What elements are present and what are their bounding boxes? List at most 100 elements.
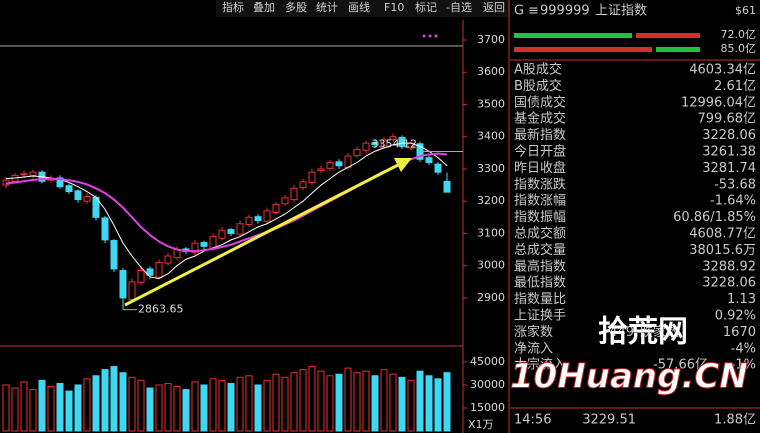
stat-label: 最高指数 [514, 258, 566, 274]
toolbar-button[interactable]: 叠加 [253, 1, 275, 14]
low-label: 2863.65 [138, 303, 184, 316]
candle-body [200, 241, 208, 247]
candle-body [326, 162, 334, 169]
candle-body [443, 180, 451, 193]
stat-label: B股成交 [514, 78, 562, 94]
volume-bar [425, 375, 433, 432]
candle-body [398, 136, 406, 147]
header-code: 999999 [540, 4, 590, 19]
price-label: 3354.12 [372, 138, 418, 151]
plot [2, 133, 451, 432]
header-tag: $61 [735, 4, 756, 17]
volume-bar [299, 369, 307, 432]
volume-bar [308, 366, 316, 432]
candle-body [299, 181, 307, 189]
stat-value: 2.61亿 [714, 79, 756, 94]
stat-label: 指数量比 [514, 292, 566, 307]
volume-bar [362, 370, 370, 432]
candle-body [101, 217, 109, 241]
volume-bar [407, 379, 415, 432]
volume-bar [209, 378, 217, 432]
toolbar-button[interactable]: 指标 [222, 0, 244, 14]
y-tick-label: 2900 [477, 291, 505, 304]
candle-body [65, 185, 73, 193]
toolbar-button[interactable]: -自选 [446, 1, 472, 14]
candle-body [83, 195, 91, 202]
flow-bar [636, 33, 700, 38]
volume-bar [83, 378, 91, 432]
stat-value: 4608.77亿 [689, 227, 756, 242]
y-tick-label: 30000 [470, 378, 505, 391]
candle-body [20, 173, 28, 176]
volume-bar [416, 370, 424, 432]
candle-body [74, 190, 82, 201]
volume-bar [128, 376, 136, 432]
tick-row-cell: 1.88亿 [714, 413, 756, 428]
y-tick-label: 45000 [470, 355, 505, 368]
flow-label: 85.0亿 [721, 42, 757, 55]
candle-body [290, 187, 298, 201]
volume-bar [353, 372, 361, 432]
stat-value: 12996.04亿 [681, 95, 756, 110]
y-tick-label: 3300 [477, 162, 505, 175]
tick-row-cell: 3229.51 [582, 413, 636, 428]
candle-body [281, 197, 289, 205]
stat-label: 指数涨幅 [514, 194, 566, 209]
toolbar-button[interactable]: 统计 [316, 1, 338, 14]
stat-label: 大宗流入 [514, 357, 566, 373]
stat-label: 最低指数 [514, 276, 566, 291]
candle-body [380, 139, 388, 147]
y-tick-label: 3600 [477, 65, 505, 78]
y-tick-label: 15000 [470, 401, 505, 414]
stat-value: -1.64% [710, 194, 756, 209]
toolbar-button[interactable]: 多股 [285, 0, 307, 14]
axis-unit: X1万 [468, 418, 494, 431]
tick-row-cell: 14:56 [514, 413, 551, 428]
stat-label: 昨日收盘 [514, 160, 566, 176]
volume-bar [344, 367, 352, 432]
volume-bar [182, 389, 190, 432]
stat-label: 总成交量 [514, 242, 566, 258]
stat-label: 总成交额 [514, 226, 566, 242]
y-tick-label: 3100 [477, 226, 505, 239]
moving-average [5, 142, 448, 280]
volume-bar [92, 375, 100, 432]
volume-bar [281, 376, 289, 432]
stat-label: 指数振幅 [514, 210, 566, 225]
stat-value: 4603.34亿 [689, 63, 756, 78]
volume-bar [110, 366, 118, 432]
volume-bar [263, 379, 271, 432]
toolbar-button[interactable]: F10 [384, 1, 404, 14]
y-tick-label: 3000 [477, 259, 505, 272]
y-tick-label: 3500 [477, 97, 505, 110]
stat-value: 799.68亿 [698, 112, 757, 127]
volume-bar [2, 384, 10, 432]
stat-value: 3228.06 [702, 128, 756, 143]
candle-body [137, 270, 145, 283]
stat-label: 基金成交 [514, 111, 566, 127]
stat-value: -57.66亿 [653, 358, 708, 373]
candle-body [218, 229, 226, 239]
toolbar-button[interactable]: 返回 [483, 1, 505, 14]
volume-bar [236, 376, 244, 432]
candle-body [335, 161, 343, 167]
stat-label: 今日开盘 [514, 144, 566, 160]
stat-label: 最新指数 [514, 127, 566, 143]
candle-body [191, 242, 199, 254]
volume-bar [371, 375, 379, 432]
volume-bar [272, 373, 280, 432]
volume-bar [290, 372, 298, 432]
volume-bar [146, 387, 154, 432]
flow-bar [514, 47, 652, 52]
toolbar-button[interactable]: 标记 [415, 0, 437, 14]
toolbar-bg [216, 0, 510, 17]
volume-bar [254, 384, 262, 432]
volume-bar [173, 386, 181, 432]
volume-bar [398, 376, 406, 432]
toolbar-button[interactable]: 画线 [348, 0, 370, 14]
stat-value: 449 [609, 325, 634, 340]
candle-body [263, 210, 271, 222]
stat-value: -53.68 [714, 177, 756, 192]
candle-body [353, 149, 361, 156]
